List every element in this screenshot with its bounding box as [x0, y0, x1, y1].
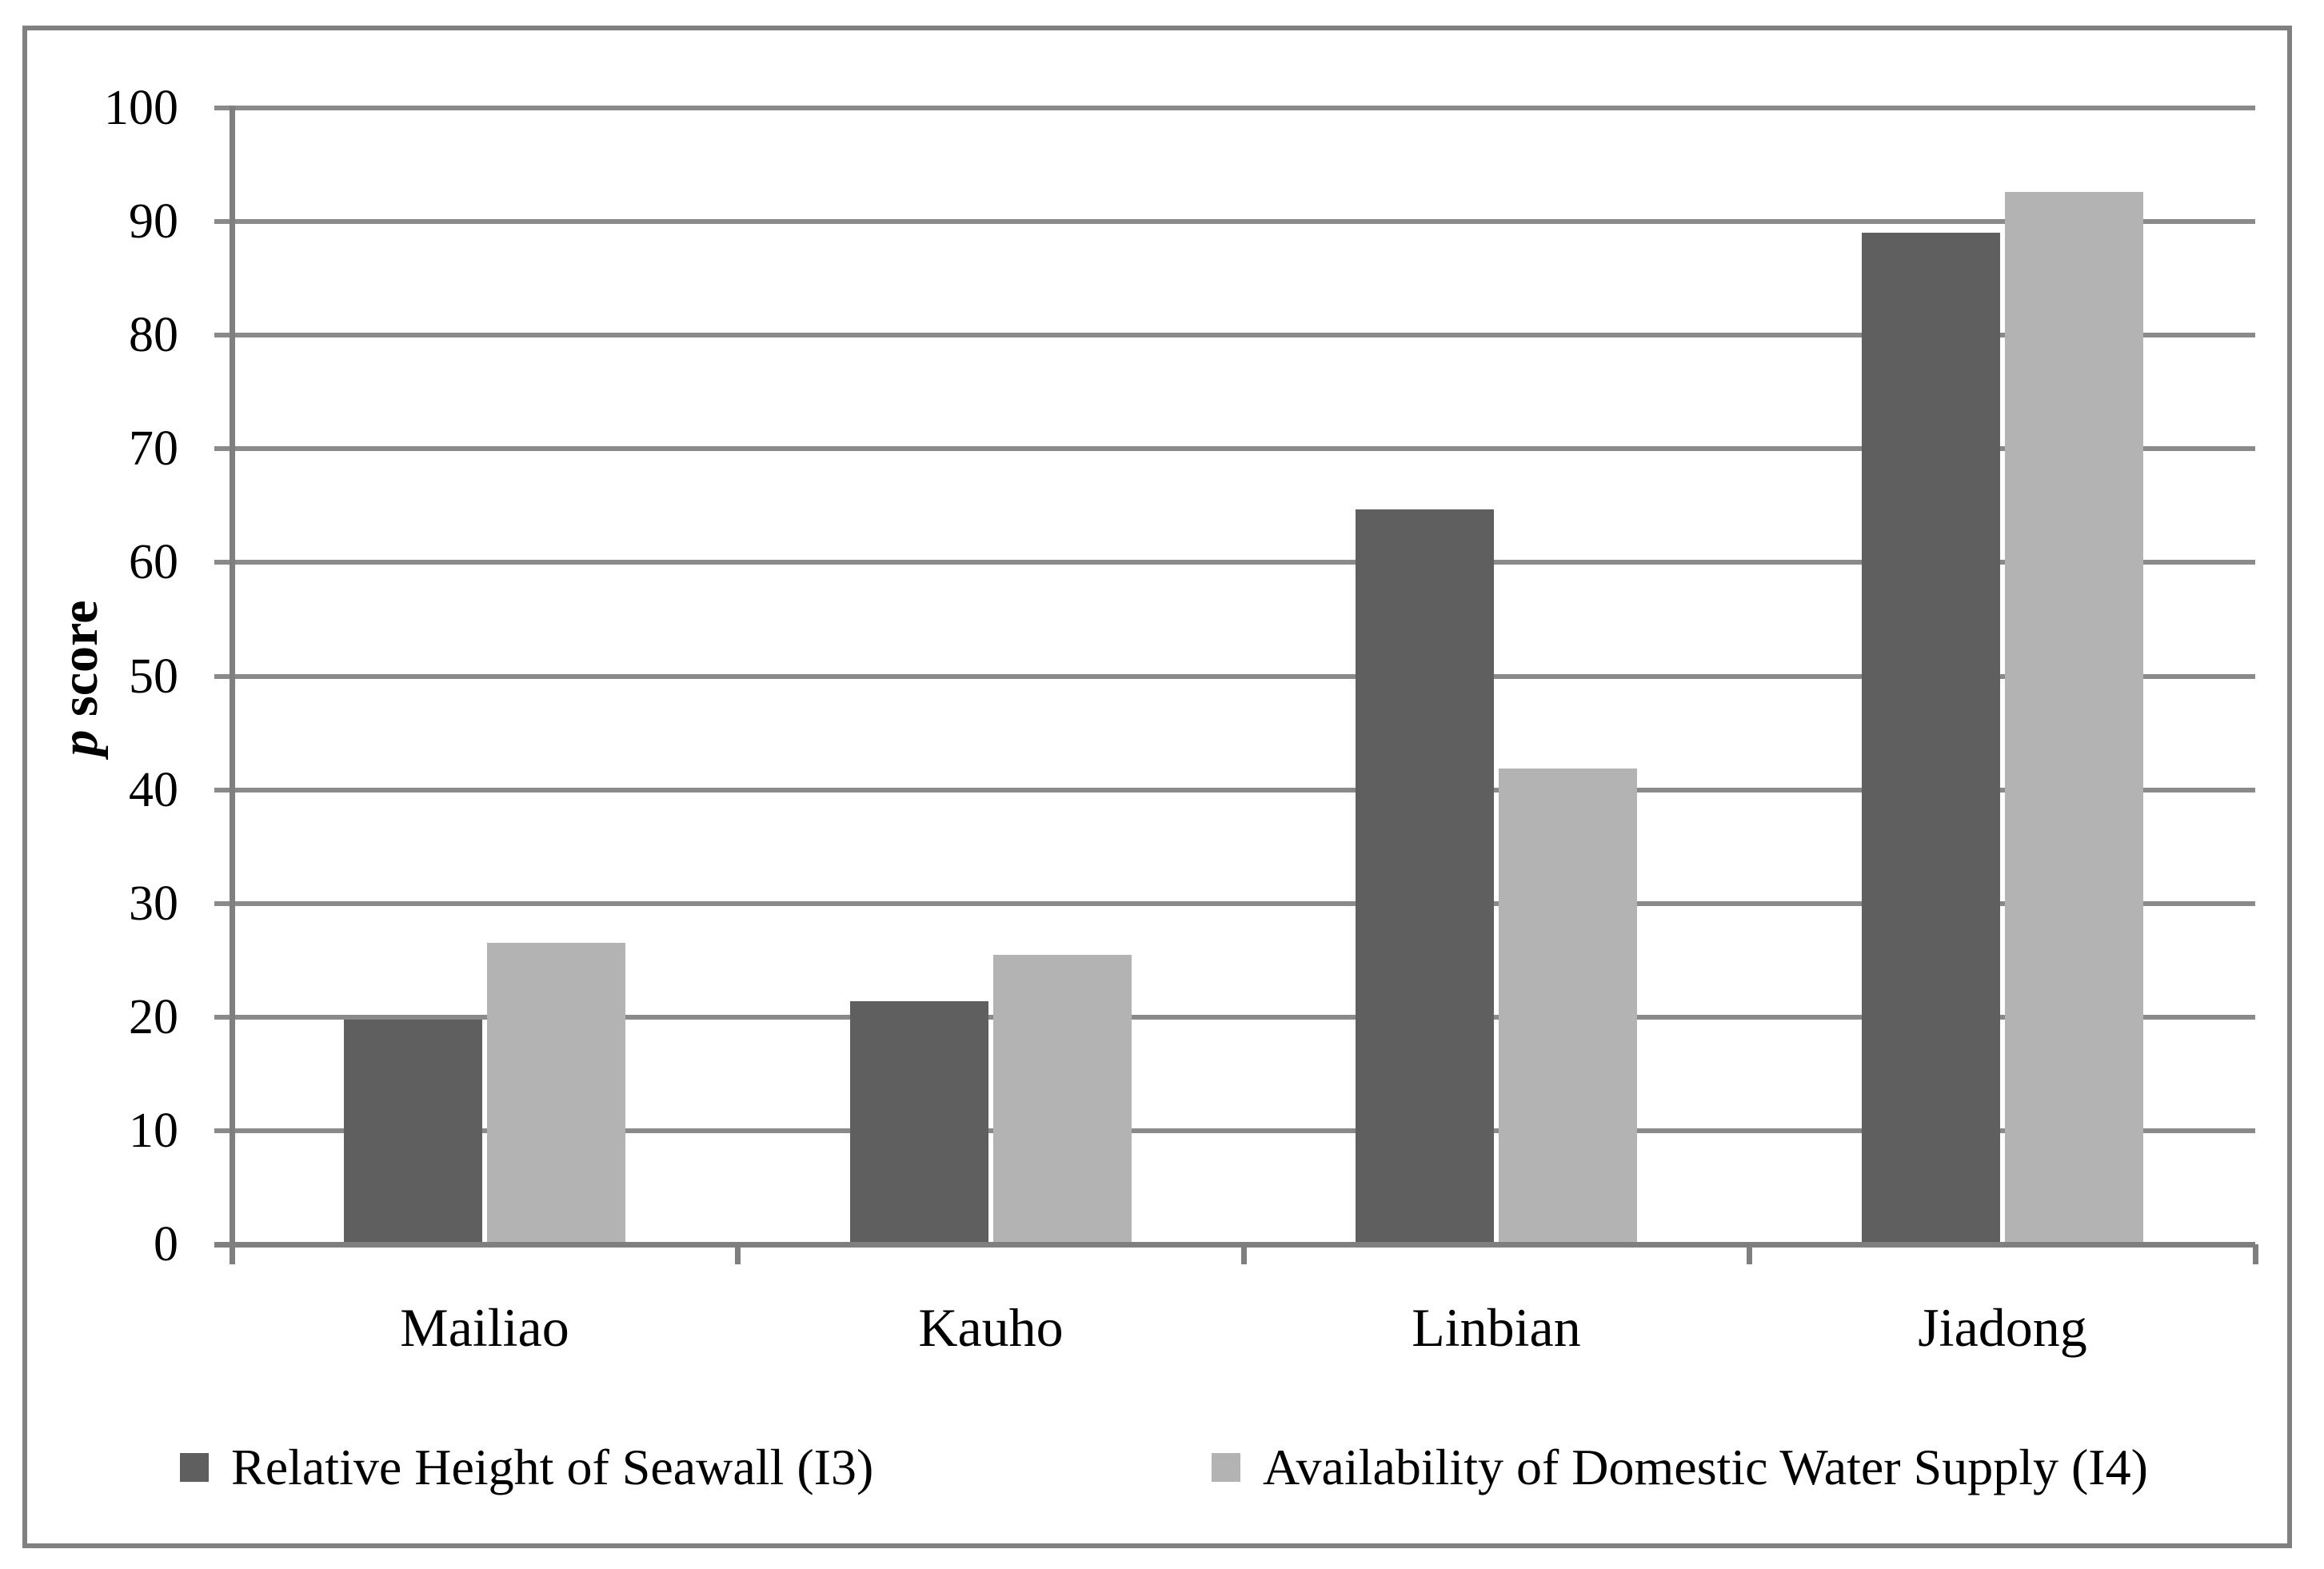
bar-jiadong-water-supply-i4 — [2005, 192, 2143, 1244]
y-tick-label-100: 100 — [104, 81, 178, 135]
x-axis-tick-4 — [2253, 1244, 2258, 1264]
legend: Relative Height of Seawall (I3) Availabi… — [0, 1431, 2324, 1503]
y-tick-label-70: 70 — [129, 421, 178, 477]
legend-item-seawall: Relative Height of Seawall (I3) — [180, 1431, 873, 1503]
y-axis-title-score: score — [50, 600, 109, 730]
bar-linbian-seawall-i3 — [1356, 509, 1494, 1244]
gridline-y-20 — [214, 1014, 2255, 1020]
y-tick-label-50: 50 — [129, 649, 178, 704]
x-axis-line — [214, 1242, 2255, 1248]
y-axis-title: p score — [50, 350, 110, 1006]
category-label-mailiao: Mailiao — [400, 1297, 569, 1358]
gridline-y-70 — [214, 446, 2255, 452]
y-axis-line — [230, 106, 235, 1264]
category-label-linbian: Linbian — [1412, 1297, 1581, 1358]
category-label-jiadong: Jiadong — [1918, 1297, 2087, 1358]
legend-item-water-supply: Availability of Domestic Water Supply (I… — [1212, 1431, 2148, 1503]
gridline-y-60 — [214, 560, 2255, 565]
legend-label-seawall: Relative Height of Seawall (I3) — [231, 1439, 874, 1495]
bar-kauho-seawall-i3 — [850, 1001, 988, 1244]
x-axis-tick-1 — [735, 1244, 741, 1264]
category-label-kauho: Kauho — [918, 1297, 1064, 1358]
bar-mailiao-seawall-i3 — [344, 1020, 482, 1244]
gridline-y-80 — [214, 333, 2255, 338]
bar-jiadong-seawall-i3 — [1862, 233, 2000, 1244]
legend-swatch-seawall — [180, 1453, 209, 1482]
bar-linbian-water-supply-i4 — [1499, 769, 1637, 1244]
gridline-y-10 — [214, 1128, 2255, 1133]
y-tick-label-30: 30 — [129, 876, 178, 931]
gridline-y-50 — [214, 673, 2255, 679]
gridline-y-100 — [214, 106, 2255, 110]
y-tick-label-20: 20 — [129, 989, 178, 1044]
gridline-y-40 — [214, 787, 2255, 792]
gridline-y-90 — [214, 219, 2255, 225]
y-tick-label-90: 90 — [129, 194, 178, 250]
y-tick-label-0: 0 — [154, 1217, 178, 1272]
gridline-y-30 — [214, 900, 2255, 906]
legend-swatch-water-supply — [1212, 1453, 1240, 1482]
bar-mailiao-water-supply-i4 — [487, 943, 625, 1244]
y-tick-label-10: 10 — [129, 1103, 178, 1158]
y-tick-label-60: 60 — [129, 535, 178, 590]
y-axis-title-p: p — [50, 729, 109, 757]
x-axis-tick-3 — [1747, 1244, 1752, 1264]
legend-label-water-supply: Availability of Domestic Water Supply (I… — [1263, 1439, 2148, 1495]
y-tick-label-80: 80 — [129, 308, 178, 363]
bar-kauho-water-supply-i4 — [993, 955, 1132, 1244]
x-axis-tick-2 — [1241, 1244, 1247, 1264]
y-tick-label-40: 40 — [129, 762, 178, 817]
